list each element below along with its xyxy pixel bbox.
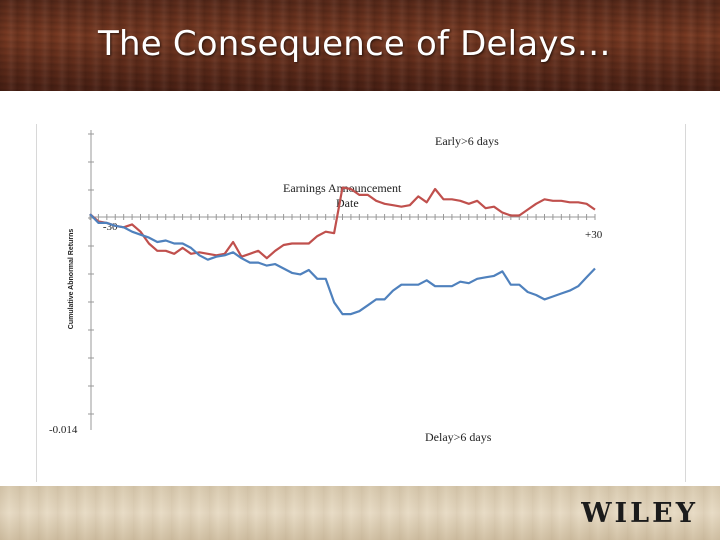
chart-panel: -30 +30 -0.014 Cumulative Abnormal Returns E… (36, 124, 686, 482)
y-min-label: -0.014 (49, 424, 78, 436)
y-axis-title: Cumulative Abnormal Returns (68, 229, 75, 330)
slide-title: The Consequence of Delays… (98, 24, 611, 64)
slide-header: The Consequence of Delays… (0, 0, 720, 91)
series-label-early: Early>6 days (435, 134, 499, 148)
series-line-delay (89, 213, 596, 316)
series-line-early (89, 186, 596, 260)
series-label-delay: Delay>6 days (425, 430, 492, 444)
publisher-logo: WILEY (581, 498, 698, 529)
x-tick-label-end: +30 (585, 229, 603, 241)
annotation-line-2: Date (336, 196, 359, 210)
slide-footer: WILEY (0, 486, 720, 540)
